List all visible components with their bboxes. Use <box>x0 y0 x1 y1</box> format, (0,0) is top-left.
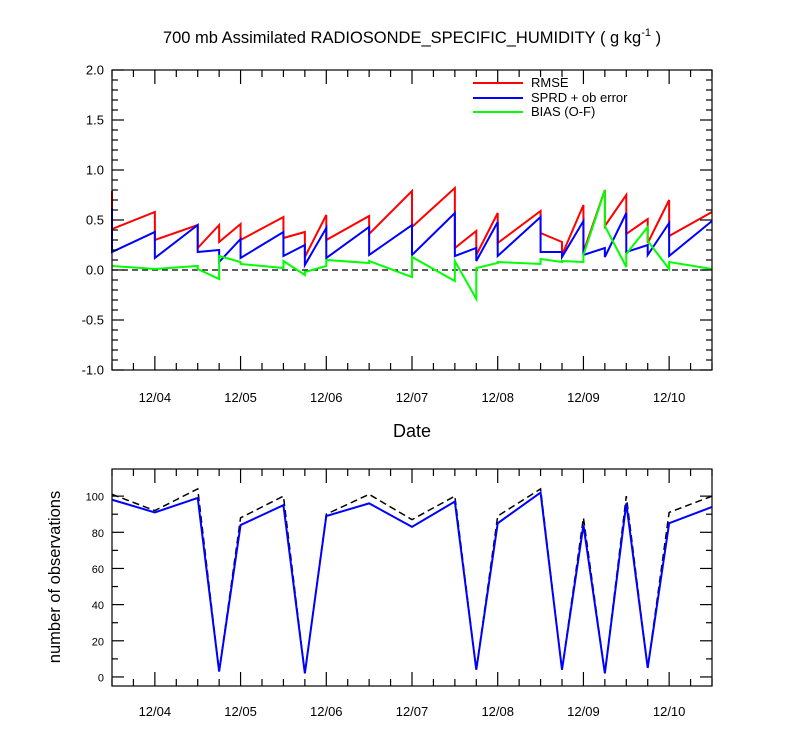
bottom-y-tick-label: 100 <box>86 492 104 504</box>
bottom-y-tick-label: 60 <box>92 564 104 576</box>
bottom-x-tick-label: 12/09 <box>567 704 600 719</box>
chart-title: 700 mb Assimilated RADIOSONDE_SPECIFIC_H… <box>163 27 661 47</box>
top-series-bias-o-f <box>111 189 713 303</box>
chart-title-superscript: -1 <box>641 27 651 39</box>
bottom-y-tick-label: 0 <box>98 672 104 684</box>
top-x-tick-label: 12/05 <box>224 390 257 405</box>
chart-title-end: ) <box>651 29 661 47</box>
legend-label-rmse: RMSE <box>531 75 569 90</box>
bottom-x-tick-label: 12/08 <box>481 704 514 719</box>
bottom-y-axis-label: number of observations <box>46 491 64 663</box>
bottom-x-tick-label: 12/07 <box>396 704 429 719</box>
top-x-tick-label: 12/04 <box>139 390 172 405</box>
bottom-x-tick-label: 12/10 <box>653 704 686 719</box>
top-y-tick-label: 1.5 <box>86 113 104 128</box>
top-x-tick-label: 12/07 <box>396 390 429 405</box>
top-x-tick-label: 12/10 <box>653 390 686 405</box>
bottom-x-tick-label: 12/04 <box>139 704 172 719</box>
bottom-x-tick-label: 12/05 <box>224 704 257 719</box>
top-axes: 12/04 12/05 12/06 12/07 12/08 12/09 12/10 -1.0 -… <box>82 63 713 405</box>
bottom-x-tick-label: 12/06 <box>310 704 343 719</box>
top-y-tick-label: -1.0 <box>82 363 104 378</box>
top-y-tick-label: 1.0 <box>86 163 104 178</box>
bottom-series-obs-possible <box>111 487 713 674</box>
top-x-tick-label: 12/08 <box>481 390 514 405</box>
top-series-group <box>111 185 713 303</box>
bottom-axes: 12/04 12/05 12/06 12/07 12/08 12/09 12/10 0 20 40… <box>86 468 713 719</box>
legend-label-bias: BIAS (O-F) <box>531 104 595 119</box>
bottom-y-tick-label: 40 <box>92 600 104 612</box>
bottom-y-tick-label: 20 <box>92 636 104 648</box>
bottom-y-tick-label: 80 <box>92 528 104 540</box>
top-y-tick-label: 0.5 <box>86 213 104 228</box>
top-y-tick-label: 0.0 <box>86 263 104 278</box>
bottom-series-obs-assimilated <box>111 490 713 674</box>
top-y-tick-label: 2.0 <box>86 63 104 78</box>
top-x-axis-label: Date <box>393 421 431 441</box>
bottom-frame <box>111 468 713 687</box>
chart-title-main: 700 mb Assimilated RADIOSONDE_SPECIFIC_H… <box>163 29 641 47</box>
bottom-series-group <box>111 487 713 674</box>
top-series-rmse <box>111 185 713 258</box>
top-y-tick-label: -0.5 <box>82 313 104 328</box>
top-x-tick-label: 12/06 <box>310 390 343 405</box>
top-x-tick-label: 12/09 <box>567 390 600 405</box>
legend-label-sprd: SPRD + ob error <box>531 90 628 105</box>
